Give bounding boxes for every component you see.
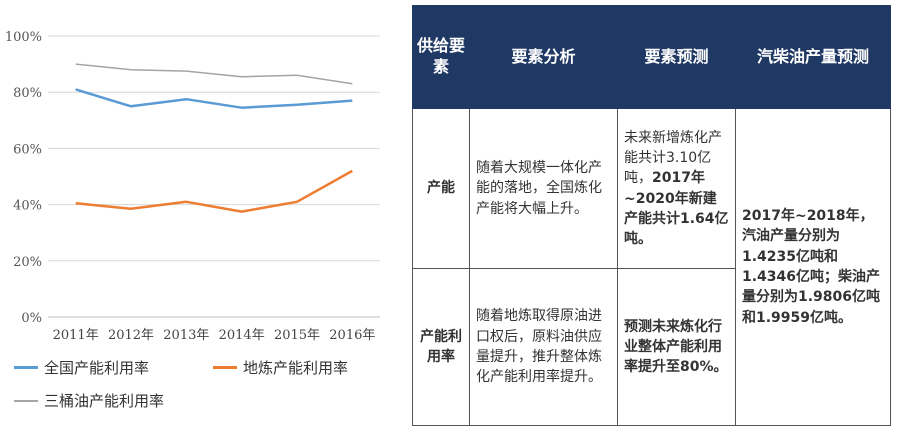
legend-item-three-oil: 三桶油产能利用率 bbox=[14, 390, 164, 411]
legend-item-local-refinery: 地炼产能利用率 bbox=[213, 357, 348, 378]
line-chart: 0% 20% 40% 60% 80% 100% 2011年 2012年 2013年 2014年 20… bbox=[0, 0, 400, 446]
header-output-forecast: 汽柴油产量预测 bbox=[735, 5, 891, 109]
header-supply-factor: 供给要素 bbox=[412, 5, 470, 109]
y-tick-label: 40% bbox=[13, 199, 42, 214]
table-header-row: 供给要素 要素分析 要素预测 汽柴油产量预测 bbox=[412, 5, 891, 109]
x-tick-label: 2012年 bbox=[108, 328, 154, 343]
row-analysis-capacity: 随着大规模一体化产能的落地，全国炼化产能将大幅上升。 bbox=[469, 108, 618, 269]
output-forecast-cell: 2017年~2018年，汽油产量分别为1.4235亿吨和1.4346亿吨；柴油产… bbox=[735, 108, 891, 426]
row-factor-capacity: 产能 bbox=[412, 108, 470, 269]
header-factor-analysis: 要素分析 bbox=[469, 5, 618, 109]
forecast-plain-text: 未来新增炼化产能共计3.10亿吨， bbox=[624, 129, 722, 187]
row-forecast-utilization: 预测未来炼化行业整体产能利用率提升至80%。 bbox=[617, 268, 736, 426]
table-row: 产能利用率 随着地炼取得原油进口权后，原料油供应量提升，推升整体炼化产能利用率提… bbox=[412, 268, 891, 426]
header-factor-forecast: 要素预测 bbox=[617, 5, 736, 109]
legend-label: 三桶油产能利用率 bbox=[44, 392, 165, 410]
supply-factor-table: 供给要素 要素分析 要素预测 汽柴油产量预测 产能 随着大规模一体化产能的落地，… bbox=[412, 5, 891, 426]
row-forecast-capacity: 未来新增炼化产能共计3.10亿吨，2017年~2020年新建产能共计1.64亿吨… bbox=[617, 108, 736, 269]
legend-swatch bbox=[14, 366, 38, 369]
series-line-0 bbox=[75, 88, 353, 109]
table-row: 产能 随着大规模一体化产能的落地，全国炼化产能将大幅上升。 未来新增炼化产能共计… bbox=[412, 108, 891, 426]
y-tick-label: 80% bbox=[13, 86, 42, 101]
y-tick-label: 60% bbox=[13, 142, 42, 157]
x-tick-label: 2015年 bbox=[274, 328, 320, 343]
legend-item-national: 全国产能利用率 bbox=[14, 357, 149, 378]
chart-svg: 0% 20% 40% 60% 80% 100% 2011年 2012年 2013年 2014年 20… bbox=[5, 30, 380, 343]
series-line-1 bbox=[75, 169, 353, 213]
legend-label: 地炼产能利用率 bbox=[243, 359, 349, 377]
legend-label: 全国产能利用率 bbox=[44, 359, 150, 377]
x-tick-label: 2014年 bbox=[219, 328, 265, 343]
legend-swatch bbox=[213, 366, 237, 369]
x-tick-label: 2013年 bbox=[163, 328, 209, 343]
supply-table-wrap: 供给要素 要素分析 要素预测 汽柴油产量预测 产能 随着大规模一体化产能的落地，… bbox=[412, 5, 891, 426]
row-analysis-utilization: 随着地炼取得原油进口权后，原料油供应量提升，推升整体炼化产能利用率提升。 bbox=[469, 268, 618, 426]
forecast-bold-text: 2017年~2020年新建产能共计1.64亿吨。 bbox=[624, 170, 729, 248]
x-tick-label: 2016年 bbox=[329, 328, 375, 343]
y-tick-label: 100% bbox=[5, 30, 42, 45]
row-factor-utilization: 产能利用率 bbox=[412, 268, 470, 426]
y-tick-label: 0% bbox=[21, 311, 42, 326]
legend-swatch bbox=[14, 399, 38, 402]
y-tick-label: 20% bbox=[13, 255, 42, 270]
series-line-2 bbox=[75, 63, 353, 85]
x-tick-label: 2011年 bbox=[53, 328, 99, 343]
